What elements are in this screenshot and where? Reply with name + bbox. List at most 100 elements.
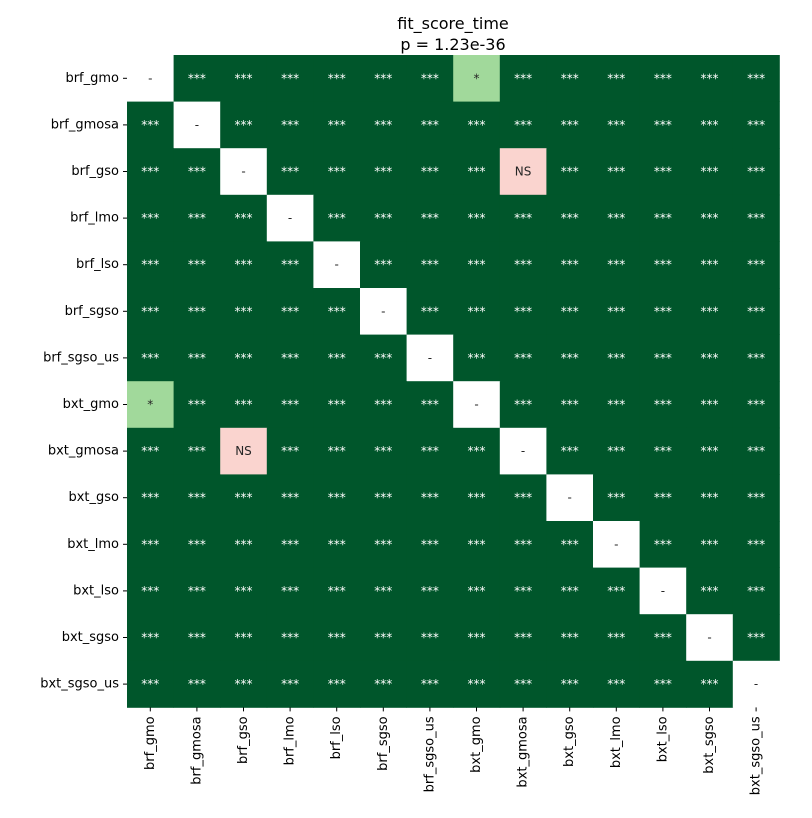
heatmap-cell-label: *** xyxy=(141,211,159,225)
heatmap-cell-label: *** xyxy=(468,444,486,458)
heatmap-cell-label: *** xyxy=(468,491,486,505)
heatmap-cell xyxy=(732,148,780,196)
heatmap-cell-label: *** xyxy=(374,444,392,458)
y-tick-label: bxt_lso xyxy=(73,583,119,598)
heatmap-cell-label: *** xyxy=(514,398,532,412)
heatmap-cell xyxy=(220,521,268,568)
heatmap-cell-label: *** xyxy=(561,444,579,458)
heatmap-cell xyxy=(360,521,407,568)
heatmap-cell-label: - xyxy=(661,584,665,598)
heatmap-cell-label: *** xyxy=(281,118,299,132)
heatmap-cell xyxy=(313,614,361,662)
heatmap-cell xyxy=(593,614,640,662)
heatmap-cell xyxy=(406,148,454,196)
heatmap-cell-label: *** xyxy=(701,304,719,318)
heatmap-cell xyxy=(639,194,687,242)
heatmap-cell-label: *** xyxy=(421,631,439,645)
heatmap-cell-label: *** xyxy=(328,584,346,598)
y-tick-label: bxt_sgso_us xyxy=(40,677,119,692)
heatmap-cell-label: *** xyxy=(188,165,206,179)
heatmap-cell xyxy=(406,101,454,149)
heatmap-cell-label: *** xyxy=(374,537,392,551)
heatmap-cell-label: *** xyxy=(654,351,672,365)
heatmap-cell xyxy=(639,660,687,708)
heatmap-cell-label: *** xyxy=(421,71,439,85)
heatmap-cell xyxy=(220,567,268,615)
heatmap-cell xyxy=(732,660,780,708)
heatmap-cell-label: *** xyxy=(235,211,253,225)
heatmap-cell xyxy=(686,148,734,196)
heatmap-cell xyxy=(220,194,268,242)
heatmap-cell xyxy=(499,660,547,708)
x-tick-label: bxt_gso xyxy=(562,716,577,767)
y-tick-label: brf_gso xyxy=(71,164,119,179)
heatmap-cell-label: *** xyxy=(654,491,672,505)
heatmap-cell-label: *** xyxy=(747,537,765,551)
heatmap-cell-label: - xyxy=(335,258,339,272)
heatmap-cell-label: *** xyxy=(607,258,625,272)
heatmap-cell-label: *** xyxy=(235,584,253,598)
heatmap-cell xyxy=(313,55,361,102)
heatmap-cell-label: *** xyxy=(561,584,579,598)
heatmap-cell-label: *** xyxy=(281,398,299,412)
heatmap-cell-label: *** xyxy=(421,304,439,318)
heatmap-cell-label: *** xyxy=(141,118,159,132)
x-tick-label: brf_sgso_us xyxy=(422,716,437,792)
heatmap-cell xyxy=(313,660,361,708)
heatmap-cell-label: *** xyxy=(281,584,299,598)
heatmap-cell xyxy=(453,427,501,475)
heatmap-cell-label: *** xyxy=(141,537,159,551)
heatmap-cell-label: - xyxy=(707,631,711,645)
heatmap-cell-label: *** xyxy=(468,537,486,551)
heatmap-cell-label: *** xyxy=(374,677,392,691)
heatmap-cell xyxy=(173,567,221,615)
heatmap-cell-label: *** xyxy=(607,398,625,412)
heatmap-cell xyxy=(220,288,268,335)
heatmap-cell xyxy=(499,567,547,615)
heatmap-cell-label: *** xyxy=(141,444,159,458)
heatmap-cell xyxy=(639,148,687,196)
x-tick-label: bxt_sgso xyxy=(702,716,717,773)
heatmap-cell-label: *** xyxy=(607,351,625,365)
chart-title: fit_score_time xyxy=(397,14,509,34)
heatmap-cell xyxy=(220,427,268,475)
heatmap-cell xyxy=(546,334,594,382)
heatmap-cell-label: *** xyxy=(141,351,159,365)
heatmap-cell-label: *** xyxy=(468,165,486,179)
heatmap-cell-label: *** xyxy=(328,444,346,458)
heatmap-cell xyxy=(406,474,454,522)
heatmap-cell-label: *** xyxy=(514,491,532,505)
heatmap-cell-label: *** xyxy=(701,351,719,365)
heatmap-cell xyxy=(173,474,221,522)
heatmap-cell xyxy=(406,241,454,289)
heatmap-cell xyxy=(546,101,594,149)
heatmap-cell-label: *** xyxy=(701,444,719,458)
heatmap-cell-label: *** xyxy=(701,398,719,412)
heatmap-cell-label: *** xyxy=(374,165,392,179)
heatmap-cell xyxy=(453,334,501,382)
heatmap-cell-label: *** xyxy=(747,118,765,132)
heatmap-cell-label: *** xyxy=(514,304,532,318)
heatmap-cell xyxy=(406,55,454,102)
heatmap-cell xyxy=(686,55,734,102)
y-tick-label: brf_sgso xyxy=(65,304,119,319)
heatmap-cell-label: *** xyxy=(328,118,346,132)
heatmap-cell-label: *** xyxy=(421,118,439,132)
heatmap-cell xyxy=(686,660,734,708)
heatmap-cell xyxy=(732,614,780,662)
heatmap-cell-label: *** xyxy=(281,631,299,645)
y-tick-label: bxt_gmosa xyxy=(48,444,119,459)
heatmap-cell-label: *** xyxy=(235,677,253,691)
heatmap-cell xyxy=(313,288,361,335)
heatmap-cell xyxy=(639,521,687,568)
heatmap-cell xyxy=(220,241,268,289)
heatmap-cell-label: *** xyxy=(141,584,159,598)
heatmap-cell-label: - xyxy=(521,444,525,458)
heatmap-cell-label: *** xyxy=(561,677,579,691)
heatmap-cell-label: *** xyxy=(374,398,392,412)
heatmap-cell-label: *** xyxy=(421,537,439,551)
heatmap-cell xyxy=(593,381,640,429)
heatmap-cell xyxy=(313,474,361,522)
heatmap-cell xyxy=(406,334,454,382)
heatmap-cell-label: *** xyxy=(281,258,299,272)
